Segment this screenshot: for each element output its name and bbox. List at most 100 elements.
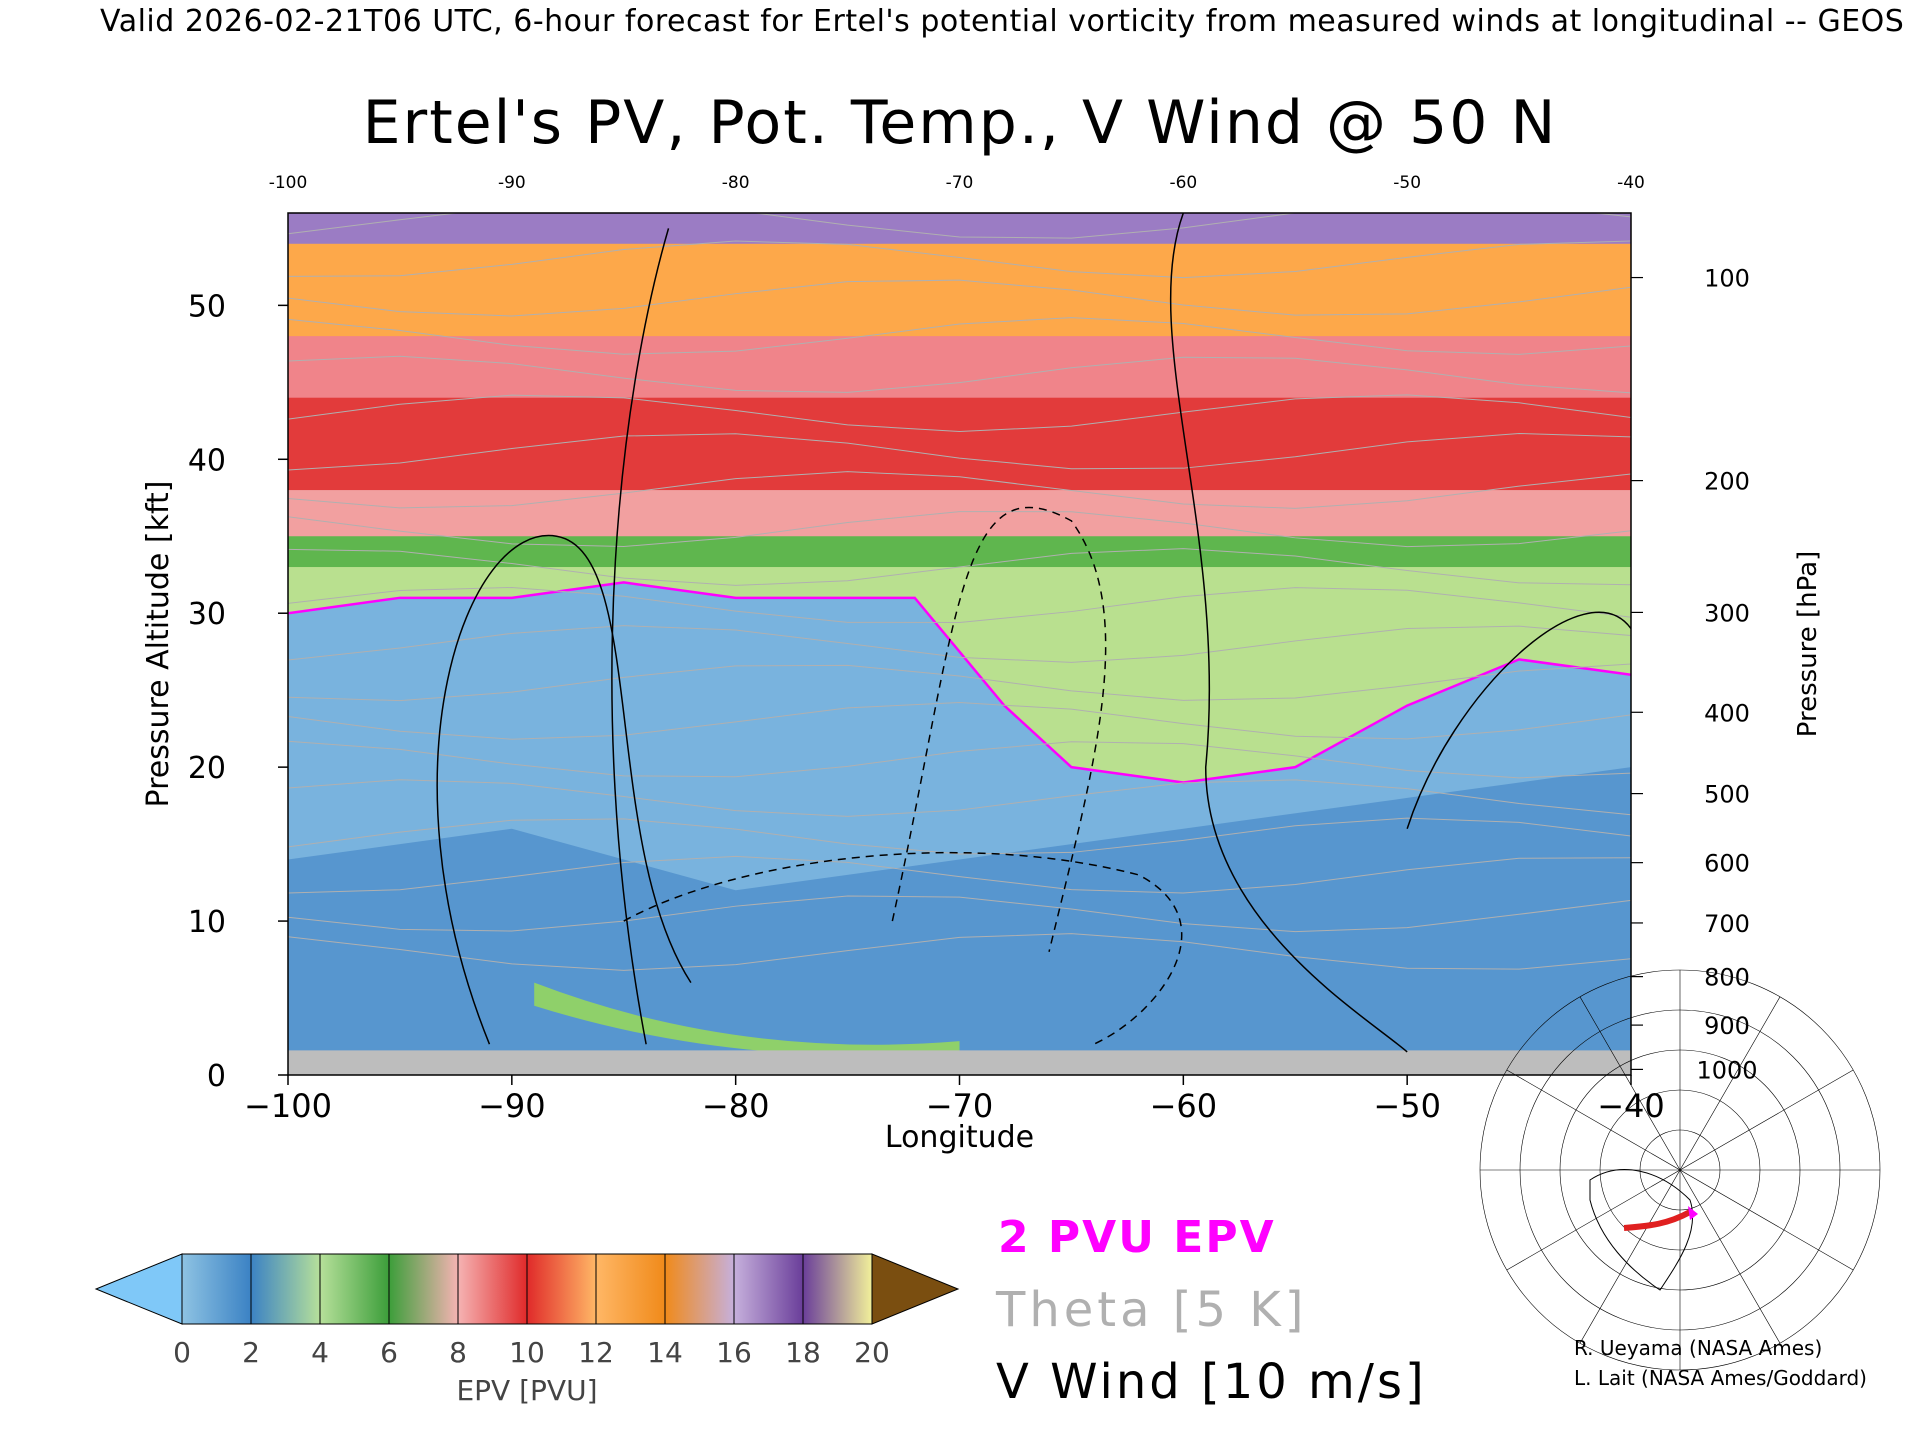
colorbar-tick-label: 16 [716, 1336, 752, 1369]
theta-contour [288, 471, 1631, 509]
locator-map [1479, 969, 1881, 1371]
v-wind-contour [623, 851, 1183, 1045]
theta-contour [288, 432, 1631, 471]
y2-axis-label: Pressure [hPa] [1793, 551, 1823, 738]
epv-band-high [288, 213, 1631, 244]
colorbar-segment [734, 1254, 803, 1324]
top-x-tick-label: -40 [1617, 173, 1645, 193]
colorbar-tick-label: 4 [311, 1336, 329, 1369]
colorbar-label: EPV [PVU] [456, 1374, 597, 1407]
credit-author-1: R. Ueyama (NASA Ames) [1574, 1336, 1823, 1360]
v-wind-contour [436, 534, 692, 1045]
colorbar-segment [182, 1254, 251, 1324]
map-meridian [1506, 1069, 1854, 1271]
x-tick-label: −90 [478, 1087, 546, 1125]
colorbar-over-arrow [871, 1253, 960, 1325]
top-x-tick-label: -60 [1169, 173, 1197, 193]
theta-contour [288, 355, 1631, 394]
theta-contour [288, 213, 1631, 239]
theta-contour [288, 279, 1631, 317]
pressure-tick-label: 100 [1704, 265, 1750, 293]
theta-contour [288, 548, 1631, 586]
colorbar-tick-label: 8 [449, 1336, 467, 1369]
colorbar-tick-label: 12 [578, 1336, 614, 1369]
epv-low-level-band [534, 982, 960, 1056]
y-tick-label: 40 [188, 443, 226, 478]
theta-contour [288, 586, 1631, 624]
y-tick-label: 50 [188, 289, 226, 324]
colorbar-tick-label: 2 [242, 1336, 260, 1369]
map-background [1536, 1148, 1732, 1298]
theta-contour [288, 895, 1631, 933]
x-tick-label: −80 [702, 1087, 770, 1125]
theta-contour [288, 394, 1631, 433]
x-tick-label: −70 [926, 1087, 994, 1125]
theta-contour [288, 779, 1631, 817]
pressure-tick-label: 700 [1704, 910, 1750, 938]
colorbar-segment [320, 1254, 389, 1324]
terrain [288, 1050, 1631, 1075]
colorbar-segment [251, 1254, 320, 1324]
epv-lower-troposphere [288, 767, 1631, 1075]
y-tick-label: 10 [188, 905, 226, 940]
pressure-tick-label: 800 [1704, 964, 1750, 992]
pressure-tick-label: 400 [1704, 699, 1750, 727]
colorbar-segment [389, 1254, 458, 1324]
theta-contour [288, 625, 1631, 663]
colorbar-segment [665, 1254, 734, 1324]
valid-time-header: Valid 2026-02-21T06 UTC, 6-hour forecast… [100, 4, 1905, 39]
theta-contour [288, 511, 1631, 548]
theta-contour [288, 740, 1631, 779]
theta-contour [288, 855, 1631, 894]
top-x-tick-label: -70 [946, 173, 974, 193]
v-wind-contour [611, 228, 670, 1045]
v-wind-contour [1406, 611, 1631, 829]
y-axis-label: Pressure Altitude [kft] [141, 481, 176, 808]
colorbar-segment [803, 1254, 872, 1324]
credit-author-2: L. Lait (NASA Ames/Goddard) [1574, 1366, 1867, 1390]
map-cross-section-line [1623, 1209, 1692, 1231]
legend-v-wind: V Wind [10 m/s] [996, 1354, 1427, 1410]
colorbar-tick-label: 10 [509, 1336, 545, 1369]
map-continent-outline [1589, 1169, 1694, 1291]
colorbar-segment [458, 1254, 527, 1324]
top-x-tick-label: -80 [722, 173, 750, 193]
pressure-tick-label: 200 [1704, 468, 1750, 496]
y-tick-label: 30 [188, 597, 226, 632]
theta-contour [288, 240, 1631, 279]
pressure-tick-label: 300 [1704, 599, 1750, 627]
x-tick-label: −100 [244, 1087, 332, 1125]
v-wind-contour [1169, 213, 1408, 1053]
x-tick-label: −50 [1373, 1087, 1441, 1125]
colorbar-under-arrow [94, 1253, 183, 1325]
x-tick-label: −60 [1150, 1087, 1218, 1125]
colorbar-tick-label: 0 [173, 1336, 191, 1369]
pressure-tick-label: 500 [1704, 781, 1750, 809]
pressure-tick-label: 900 [1704, 1012, 1750, 1040]
epv-field [288, 213, 1631, 1075]
theta-contour [288, 702, 1631, 740]
pressure-tick-label: 1000 [1696, 1056, 1757, 1084]
legend-theta: Theta [5 K] [996, 1282, 1308, 1338]
colorbar-tick-label: 6 [380, 1336, 398, 1369]
x-tick-label: −40 [1597, 1087, 1665, 1125]
pressure-tick-label: 600 [1704, 850, 1750, 878]
theta-contour [288, 663, 1631, 702]
map-location-marker [1688, 1206, 1698, 1220]
legend-2pvu-epv: 2 PVU EPV [998, 1212, 1276, 1263]
colorbar-segment [596, 1254, 665, 1324]
colorbar-tick-label: 20 [854, 1336, 890, 1369]
epv-colorbar: 0 2 4 6 8 10 12 14 16 18 20 EPV [PVU] [94, 1253, 960, 1407]
colorbar-segment [527, 1254, 596, 1324]
theta-contour [288, 317, 1631, 355]
v-wind-contour [891, 506, 1107, 953]
y-tick-label: 20 [188, 751, 226, 786]
top-x-tick-label: -50 [1393, 173, 1421, 193]
chart-title: Ertel's PV, Pot. Temp., V Wind @ 50 N [362, 88, 1558, 158]
colorbar-tick-label: 14 [647, 1336, 683, 1369]
top-x-tick-label: -100 [269, 173, 308, 193]
x-axis-label: Longitude [885, 1120, 1034, 1155]
theta-contour [288, 817, 1631, 855]
top-x-tick-label: -90 [498, 173, 526, 193]
